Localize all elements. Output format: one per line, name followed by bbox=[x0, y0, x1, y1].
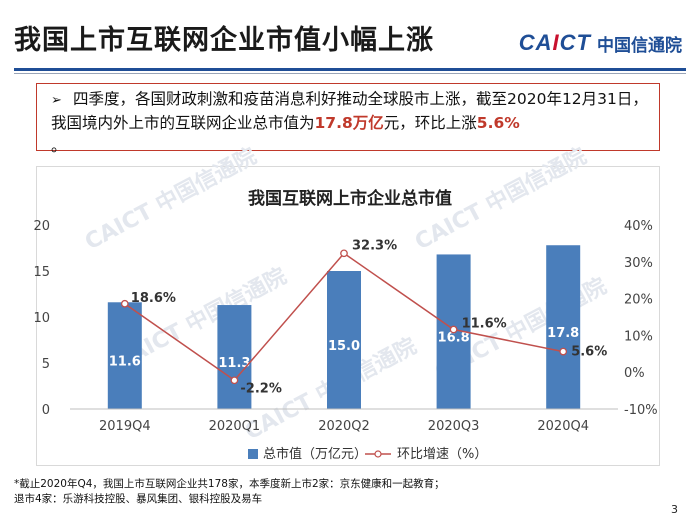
legend-line-label: 环比增速（%） bbox=[397, 447, 487, 462]
right-axis-tick: 30% bbox=[624, 256, 653, 271]
growth-label: 18.6% bbox=[131, 291, 176, 306]
x-axis-tick: 2020Q2 bbox=[318, 419, 370, 434]
slide-title: 我国上市互联网企业市值小幅上涨 bbox=[14, 25, 434, 56]
bar-2019Q4 bbox=[107, 302, 142, 409]
growth-label: 11.6% bbox=[462, 317, 507, 332]
growth-point-2020Q2 bbox=[340, 249, 348, 258]
left-axis-tick: 5 bbox=[42, 357, 50, 372]
legend-bar-swatch bbox=[248, 449, 258, 459]
left-axis-tick: 20 bbox=[33, 219, 50, 234]
x-axis-tick: 2020Q4 bbox=[537, 419, 589, 434]
footnote-line-2: 退市4家：乐游科技控股、暴风集团、银科控股及易车 bbox=[14, 493, 263, 505]
right-axis-tick: 40% bbox=[624, 219, 653, 234]
title-rule-thin bbox=[14, 73, 686, 74]
callout-box: ➢ 四季度，各国财政刺激和疫苗消息利好推动全球股市上涨，截至2020年12月31日… bbox=[36, 83, 660, 155]
bar-label: 15.0 bbox=[328, 339, 360, 354]
x-axis-tick: 2020Q1 bbox=[209, 419, 261, 434]
chart-title: 我国互联网上市企业总市值 bbox=[248, 189, 452, 209]
growth-point-2019Q4 bbox=[120, 299, 129, 308]
logo-en-part-b: I bbox=[552, 30, 560, 55]
callout-text-1: 四季度，各国财政刺激和疫苗消息利好推动全球股市上涨，截至2020年12月31日，… bbox=[51, 90, 648, 132]
footnote: *截止2020年Q4，我国上市互联网企业共178家，本季度新上市2家：京东健康和… bbox=[14, 477, 654, 507]
growth-point-2020Q1 bbox=[230, 376, 239, 385]
bar-label: 11.3 bbox=[218, 356, 250, 371]
bar-2020Q1 bbox=[217, 305, 252, 409]
callout-text-2: 元，环比上涨 bbox=[383, 114, 477, 132]
title-rule bbox=[14, 68, 686, 71]
left-axis-tick: 10 bbox=[33, 311, 50, 326]
logo-en: CAICT bbox=[519, 30, 591, 56]
footnote-line-1: *截止2020年Q4，我国上市互联网企业共178家，本季度新上市2家：京东健康和… bbox=[14, 478, 445, 490]
bar-label: 17.8 bbox=[547, 326, 579, 341]
logo-en-part-a: CA bbox=[518, 30, 553, 55]
bar-label: 11.6 bbox=[109, 355, 141, 370]
left-axis-tick: 15 bbox=[33, 265, 50, 280]
right-axis-tick: 0% bbox=[624, 366, 645, 381]
growth-point-2020Q4 bbox=[559, 347, 568, 356]
growth-label: 5.6% bbox=[571, 345, 607, 360]
callout-highlight-growth: 5.6% bbox=[476, 114, 520, 132]
callout-text: ➢ 四季度，各国财政刺激和疫苗消息利好推动全球股市上涨，截至2020年12月31日… bbox=[51, 88, 651, 158]
bullet-arrow-icon: ➢ bbox=[51, 93, 62, 108]
callout-text-3: 。 bbox=[51, 137, 67, 155]
x-axis-tick: 2019Q4 bbox=[99, 419, 151, 434]
callout-highlight-value: 17.8万亿 bbox=[314, 114, 384, 132]
growth-point-2020Q3 bbox=[449, 325, 458, 334]
logo-en-part-c: CT bbox=[559, 30, 591, 55]
page-number: 3 bbox=[671, 503, 678, 516]
growth-label: -2.2% bbox=[240, 381, 281, 396]
legend-bar-label: 总市值（万亿元） bbox=[263, 446, 367, 462]
x-axis-tick: 2020Q3 bbox=[428, 419, 480, 434]
caict-logo: CAICT 中国信通院 bbox=[519, 30, 682, 56]
logo-cn: 中国信通院 bbox=[597, 35, 682, 56]
watermark-text: CAICT 中国信通院 bbox=[81, 143, 261, 255]
right-axis-tick: -10% bbox=[624, 403, 658, 418]
right-axis-tick: 10% bbox=[624, 329, 653, 344]
watermark-text: CAICT 中国信通院 bbox=[411, 143, 591, 255]
growth-label: 32.3% bbox=[352, 238, 397, 253]
bar-label: 16.8 bbox=[438, 331, 470, 346]
legend-line-marker bbox=[374, 450, 382, 458]
left-axis-tick: 0 bbox=[42, 403, 50, 418]
bar-2020Q4 bbox=[546, 245, 581, 409]
right-axis-tick: 20% bbox=[624, 293, 653, 308]
bar-2020Q2 bbox=[327, 271, 361, 409]
